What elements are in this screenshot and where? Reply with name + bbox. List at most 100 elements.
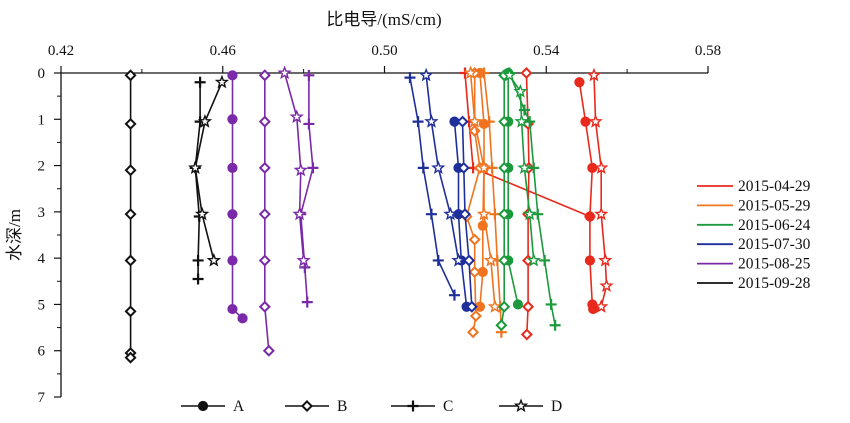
data-point xyxy=(502,67,517,82)
data-point xyxy=(584,210,596,222)
series-2015-08-25-C xyxy=(295,69,319,308)
data-point xyxy=(227,162,238,173)
data-point xyxy=(463,254,476,267)
series-2015-09-28-D xyxy=(188,74,230,267)
data-point xyxy=(258,254,271,267)
x-tick-label: 0.58 xyxy=(695,43,721,59)
x-tick-label: 0.46 xyxy=(210,43,237,59)
series-2015-07-30-D xyxy=(418,67,466,267)
marker-legend-label: C xyxy=(443,398,453,415)
data-point xyxy=(522,206,537,221)
data-point xyxy=(594,299,609,313)
marker-legend-label: B xyxy=(337,398,347,415)
data-point xyxy=(498,115,511,128)
data-point xyxy=(448,289,460,301)
data-point xyxy=(498,161,511,174)
date-legend-label: 2015-08-25 xyxy=(738,256,811,273)
data-point xyxy=(517,160,532,174)
x-tick-label: 0.54 xyxy=(533,43,560,59)
data-point xyxy=(483,252,499,267)
marker-legend-symbol xyxy=(197,400,209,412)
data-point xyxy=(524,116,536,128)
series-line xyxy=(299,75,314,303)
data-point xyxy=(237,313,248,324)
data-point xyxy=(451,252,466,267)
data-point xyxy=(227,70,238,81)
data-point xyxy=(417,162,429,174)
data-point xyxy=(539,254,551,266)
y-tick-label: 3 xyxy=(38,205,46,221)
date-legend-label: 2015-09-28 xyxy=(738,275,811,292)
data-point xyxy=(520,66,533,80)
data-point xyxy=(124,305,137,318)
x-tick-label: 0.50 xyxy=(371,43,397,59)
data-point xyxy=(124,117,137,130)
series-2015-08-25-B xyxy=(258,69,275,357)
data-point xyxy=(277,65,292,80)
data-point xyxy=(293,162,308,177)
series-2015-07-30-C xyxy=(404,72,460,301)
series-2015-05-29-D xyxy=(463,65,503,313)
data-point xyxy=(483,116,495,128)
data-point xyxy=(124,351,137,364)
x-tick-label: 0.42 xyxy=(48,43,74,59)
data-point xyxy=(258,115,271,128)
date-legend-label: 2015-07-30 xyxy=(738,236,811,253)
y-tick-label: 5 xyxy=(38,297,46,313)
axes: 0.42 0.46 0.50 0.54 0.58 0 1 2 3 4 5 6 7 xyxy=(38,43,722,406)
data-point xyxy=(512,299,524,310)
data-point xyxy=(465,300,478,313)
data-point xyxy=(227,303,238,315)
data-point xyxy=(594,160,609,174)
marker-legend-symbol xyxy=(513,398,529,413)
data-point xyxy=(549,319,561,331)
data-point xyxy=(296,252,311,267)
data-point xyxy=(404,72,416,84)
data-point xyxy=(580,116,591,127)
date-legend-label: 2015-05-29 xyxy=(738,197,811,214)
date-legend-item: 2015-09-28 xyxy=(697,275,811,292)
data-point xyxy=(124,254,137,267)
data-point xyxy=(587,162,598,173)
data-point xyxy=(520,328,533,341)
marker-legend-label: A xyxy=(233,398,245,415)
date-legend-item: 2015-08-25 xyxy=(697,256,811,273)
series-line xyxy=(409,77,456,296)
data-point xyxy=(478,67,490,79)
data-point xyxy=(124,69,137,82)
data-point xyxy=(599,278,614,293)
data-point xyxy=(463,65,478,80)
data-point xyxy=(303,118,315,130)
data-point xyxy=(588,303,599,315)
series-line xyxy=(483,72,503,333)
data-point xyxy=(457,161,470,174)
marker-legend-label: D xyxy=(551,398,562,415)
data-point xyxy=(514,114,529,128)
series-line xyxy=(578,82,594,310)
series-2015-04-29-D xyxy=(586,67,614,313)
data-point xyxy=(498,254,511,267)
date-legend-item: 2015-07-30 xyxy=(697,236,811,253)
date-legend-box xyxy=(693,178,835,296)
data-point xyxy=(495,319,508,332)
data-point xyxy=(526,252,541,267)
data-point xyxy=(468,124,481,137)
marker-legend-item: B xyxy=(285,398,347,415)
data-point xyxy=(574,77,585,88)
y-tick-label: 6 xyxy=(38,344,46,360)
series-2015-06-24-C xyxy=(503,67,561,331)
data-point xyxy=(432,254,444,266)
marker-legend-symbol xyxy=(407,400,419,412)
data-point xyxy=(513,83,528,98)
data-point xyxy=(498,300,511,313)
data-point xyxy=(292,206,307,221)
data-point xyxy=(206,252,222,267)
series-2015-06-24-D xyxy=(502,67,541,267)
marker-legend-item: A xyxy=(181,398,245,415)
data-point xyxy=(528,162,540,174)
data-point xyxy=(425,208,437,220)
y-tick-label: 7 xyxy=(38,390,46,406)
data-point xyxy=(588,114,603,128)
date-legend-item: 2015-06-24 xyxy=(697,217,811,234)
